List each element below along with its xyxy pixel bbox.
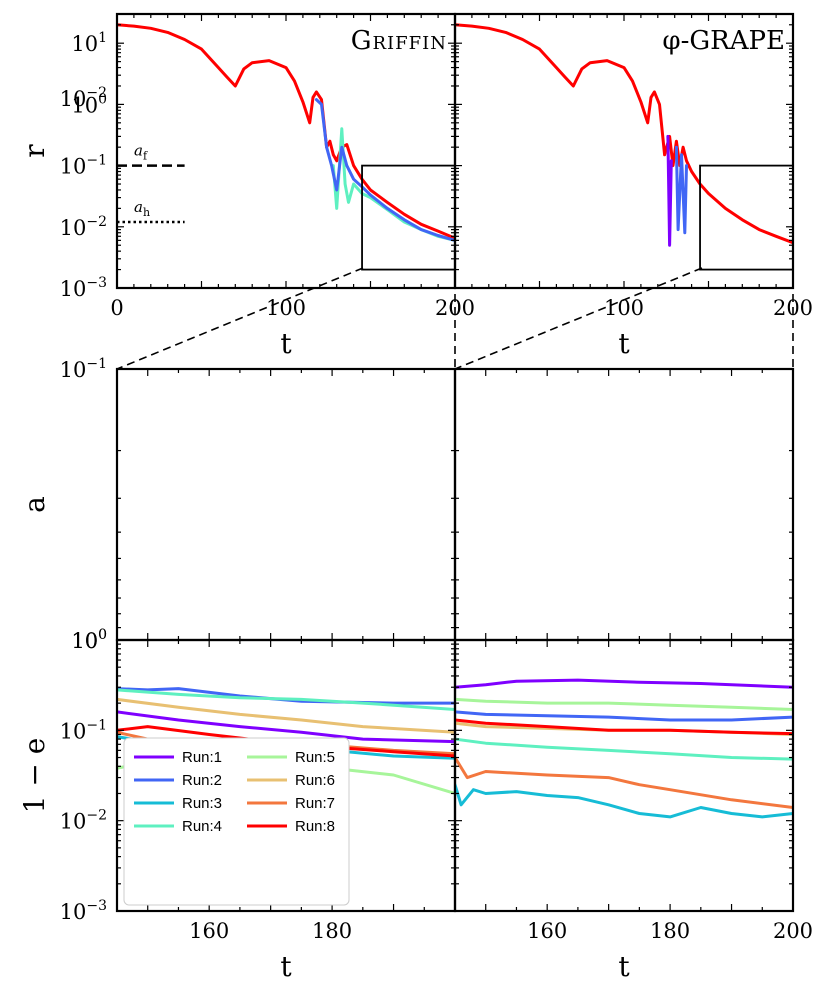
plot-frame — [115, 367, 457, 642]
series-line-run2 — [674, 145, 688, 235]
series-line-run5 — [455, 0, 793, 153]
x-tick-label: 200 — [773, 296, 813, 320]
y-tick-label: 10−1 — [60, 356, 107, 382]
x-tick-label: 100 — [604, 296, 644, 320]
series-line-run4 — [117, 688, 455, 711]
x-tick-label: 160 — [527, 919, 567, 943]
series-line-run6 — [117, 697, 455, 734]
legend-label: Run:7 — [295, 795, 335, 812]
series-line-run3 — [455, 783, 793, 819]
plot-frame — [453, 638, 795, 913]
legend-frame — [123, 737, 350, 906]
panel-e_grape: 160 180 200 t — [453, 638, 813, 983]
series-group — [455, 678, 793, 819]
legend-label: Run:8 — [295, 818, 335, 835]
panel-title: Griffin — [351, 26, 447, 56]
y-tick-label: 10−2 — [60, 85, 107, 111]
reference-label-a-f: af — [134, 142, 148, 163]
series-line-run7 — [455, 756, 793, 809]
series-line-run8 — [117, 23, 455, 240]
series-line-run1 — [666, 134, 673, 247]
y-axis-label: a — [18, 496, 51, 513]
plot-frame — [453, 12, 795, 290]
reference-label-a-h: ah — [134, 198, 150, 219]
panel-a_grape — [453, 0, 795, 642]
y-tick-label: 10−1 — [60, 153, 107, 179]
legend-label: Run:2 — [182, 772, 222, 789]
y-tick-label: 10−2 — [60, 214, 107, 240]
y-tick-label: 10−2 — [60, 808, 107, 834]
x-tick-label: 0 — [448, 296, 461, 320]
series-line-run1 — [455, 678, 793, 689]
x-axis-label: t — [280, 327, 292, 360]
series-line-run8 — [455, 718, 793, 736]
series-line-run1 — [117, 710, 455, 744]
x-tick-label: 200 — [435, 296, 475, 320]
series-line-run4 — [455, 737, 793, 761]
panel-r_grape: 0 100 200 t φ-GRAPE — [448, 12, 813, 360]
series-line-run4 — [331, 127, 455, 242]
zoom-connector — [116, 267, 364, 370]
series-line-run8 — [455, 23, 793, 245]
y-tick-label: 100 — [71, 91, 107, 117]
y-tick-label: 100 — [71, 627, 107, 653]
y-tick-label: 100 — [71, 627, 107, 653]
ticks — [454, 368, 794, 641]
series-line-run2 — [455, 710, 793, 722]
zoom-connector — [454, 267, 703, 370]
y-tick-label: 10−3 — [60, 898, 107, 924]
series-line-run2 — [314, 98, 455, 242]
y-axis-label: 1 − e — [18, 738, 51, 814]
y-tick-label: 101 — [71, 30, 107, 56]
x-tick-label: 180 — [312, 919, 352, 943]
series-group — [455, 23, 793, 247]
x-axis-label: t — [618, 950, 630, 983]
x-tick-label: 160 — [189, 919, 229, 943]
x-axis-label: t — [280, 950, 292, 983]
x-tick-label: 200 — [773, 919, 813, 943]
legend-label: Run:6 — [295, 772, 335, 789]
y-tick-label: 10−1 — [60, 717, 107, 743]
panel-title: φ-GRAPE — [662, 26, 785, 56]
x-tick-label: 0 — [110, 296, 123, 320]
legend-label: Run:4 — [182, 818, 222, 835]
plot-frame — [453, 367, 795, 642]
ticks — [116, 368, 456, 641]
y-tick-label: 10−3 — [60, 275, 107, 301]
y-axis-label: r — [18, 144, 51, 158]
panel-r_griffin: af ah 0 100 200 10−3 10−2 10−1 100 101 t r Griffin — [18, 12, 475, 360]
legend-label: Run:3 — [182, 795, 222, 812]
legend: Run:1 Run:2 Run:3 Run:4 Run:5 Run:6 Run:7 Run:8 — [123, 737, 350, 906]
legend-label: Run:1 — [182, 749, 222, 766]
x-tick-label: 100 — [266, 296, 306, 320]
series-line-run2 — [117, 687, 455, 705]
x-axis-label: t — [618, 327, 630, 360]
zoom-box — [699, 164, 794, 271]
x-tick-label: 180 — [650, 919, 690, 943]
series-group — [117, 23, 455, 242]
legend-label: Run:5 — [295, 749, 335, 766]
series-line-run5 — [455, 697, 793, 711]
